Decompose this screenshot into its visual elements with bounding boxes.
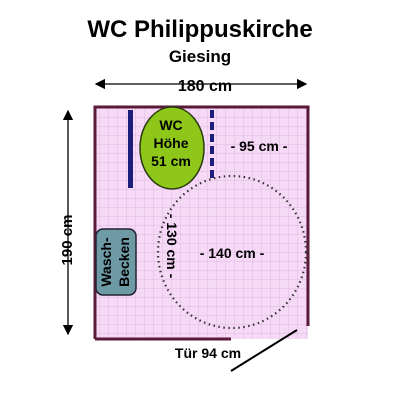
door-label: Tür 94 cm <box>175 345 241 361</box>
distance-right-label: - 95 cm - <box>231 138 288 154</box>
toilet-label-line1: WC <box>159 117 182 133</box>
room-walls <box>93 105 310 339</box>
width-label: 180 cm <box>178 78 232 95</box>
turning-circle <box>156 174 308 330</box>
height-label: 190 cm <box>59 215 76 266</box>
toilet-bowl <box>139 106 205 190</box>
sink-label-line2: Becken <box>116 237 132 287</box>
turning-diameter-label: - 140 cm - <box>200 245 265 261</box>
toilet-label-line3: 51 cm <box>151 153 191 169</box>
sink <box>95 228 137 296</box>
door-leaf <box>230 329 298 372</box>
toilet-label-line2: Höhe <box>154 135 189 151</box>
sink-label-line1: Wasch- <box>98 237 114 287</box>
wc-clearance-label: - 130 cm - <box>164 214 180 279</box>
page-subtitle: Giesing <box>168 47 232 66</box>
page-title: WC Philippuskirche <box>87 16 313 43</box>
grab-bar-fixed <box>128 110 133 188</box>
